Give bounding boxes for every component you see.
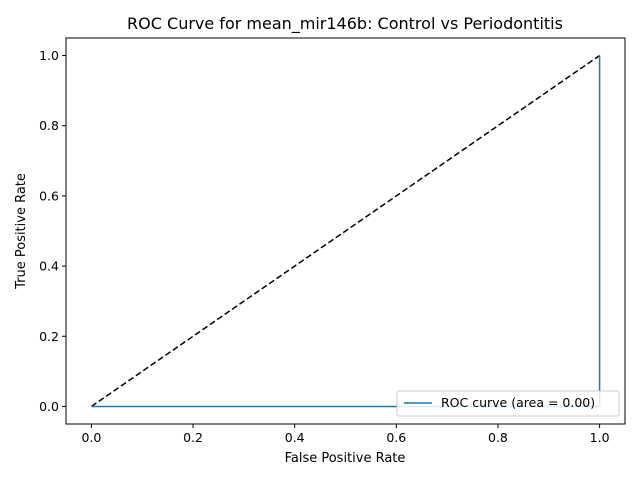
legend-box bbox=[396, 390, 620, 417]
y-tick-label: 0.8 bbox=[39, 118, 59, 133]
chance-diagonal-line bbox=[90, 54, 601, 408]
x-tick-label: 1.0 bbox=[590, 430, 610, 445]
series-layer bbox=[90, 54, 601, 408]
y-axis-label: True Positive Rate bbox=[14, 173, 29, 290]
y-tick-label: 1.0 bbox=[39, 48, 59, 63]
x-tick-label: 0.0 bbox=[81, 430, 101, 445]
x-axis-label: False Positive Rate bbox=[285, 451, 406, 466]
x-tick-label: 0.4 bbox=[285, 430, 305, 445]
legend-label: ROC curve (area = 0.00) bbox=[441, 395, 595, 410]
plot-area bbox=[65, 37, 626, 425]
x-tick-label: 0.8 bbox=[488, 430, 508, 445]
x-axis-ticks: 0.0 0.2 0.4 0.6 0.8 1.0 bbox=[81, 424, 610, 445]
x-tick-label: 0.2 bbox=[183, 430, 203, 445]
y-axis-ticks: 0.0 0.2 0.4 0.6 0.8 1.0 bbox=[39, 48, 66, 414]
y-tick-label: 0.4 bbox=[39, 259, 59, 274]
x-tick-label: 0.6 bbox=[386, 430, 406, 445]
y-tick-label: 0.6 bbox=[39, 188, 59, 203]
chart-title: ROC Curve for mean_mir146b: Control vs P… bbox=[127, 14, 563, 34]
y-tick-label: 0.2 bbox=[39, 329, 59, 344]
legend: ROC curve (area = 0.00) bbox=[396, 390, 620, 417]
y-tick-label: 0.0 bbox=[39, 399, 59, 414]
